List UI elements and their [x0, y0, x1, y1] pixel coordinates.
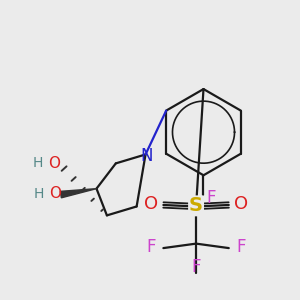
Text: O: O	[48, 156, 60, 171]
Text: S: S	[189, 196, 203, 215]
Polygon shape	[60, 189, 97, 198]
Text: O: O	[144, 195, 158, 213]
Text: O: O	[50, 186, 61, 201]
Text: F: F	[236, 238, 246, 256]
Text: H: H	[34, 187, 44, 201]
Text: N: N	[141, 147, 153, 165]
Text: F: F	[146, 238, 156, 256]
Text: O: O	[234, 195, 248, 213]
Text: F: F	[206, 189, 216, 207]
Text: H: H	[33, 156, 43, 170]
Text: F: F	[191, 258, 201, 276]
